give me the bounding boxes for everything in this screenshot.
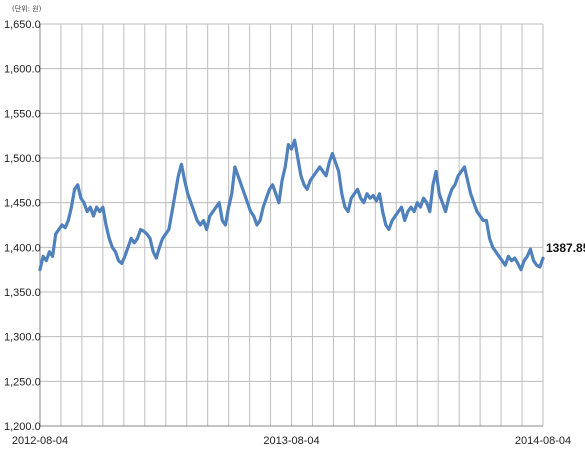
- x-tick-label: 2013-08-04: [263, 435, 319, 447]
- y-tick-label: 1,450.0: [4, 198, 41, 210]
- x-tick-labels: 2012-08-04 2013-08-04 2014-08-04: [12, 435, 571, 447]
- x-tick-label: 2012-08-04: [12, 435, 68, 447]
- y-tick-label: 1,350.0: [4, 287, 41, 299]
- x-tick-label: 2014-08-04: [515, 435, 571, 447]
- y-tick-labels: 1,200.0 1,250.0 1,300.0 1,350.0 1,400.0 1,450…: [4, 19, 41, 433]
- y-tick-label: 1,400.0: [4, 242, 41, 254]
- y-tick-label: 1,650.0: [4, 19, 41, 31]
- y-tick-label: 1,300.0: [4, 332, 41, 344]
- y-tick-label: 1,200.0: [4, 421, 41, 433]
- y-tick-label: 1,500.0: [4, 153, 41, 165]
- chart-grid: [40, 23, 544, 427]
- last-value-label: 1387.85: [546, 241, 585, 255]
- unit-label: (단위: 원): [12, 4, 42, 13]
- y-tick-label: 1,600.0: [4, 64, 41, 76]
- y-tick-label: 1,550.0: [4, 108, 41, 120]
- y-tick-label: 1,250.0: [4, 376, 41, 388]
- series-line: [38, 138, 545, 272]
